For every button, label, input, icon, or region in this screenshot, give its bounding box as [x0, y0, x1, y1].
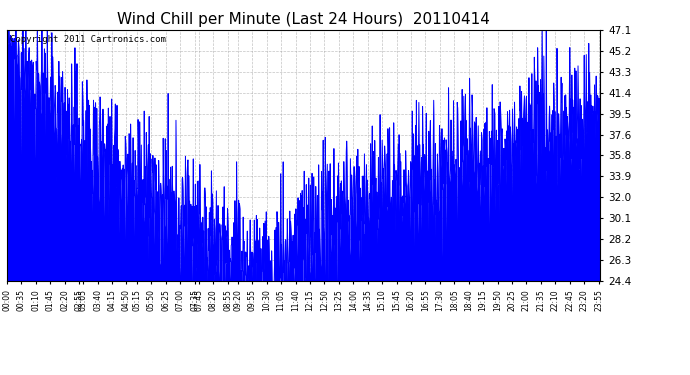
- Title: Wind Chill per Minute (Last 24 Hours)  20110414: Wind Chill per Minute (Last 24 Hours) 20…: [117, 12, 490, 27]
- Text: Copyright 2011 Cartronics.com: Copyright 2011 Cartronics.com: [10, 35, 166, 44]
